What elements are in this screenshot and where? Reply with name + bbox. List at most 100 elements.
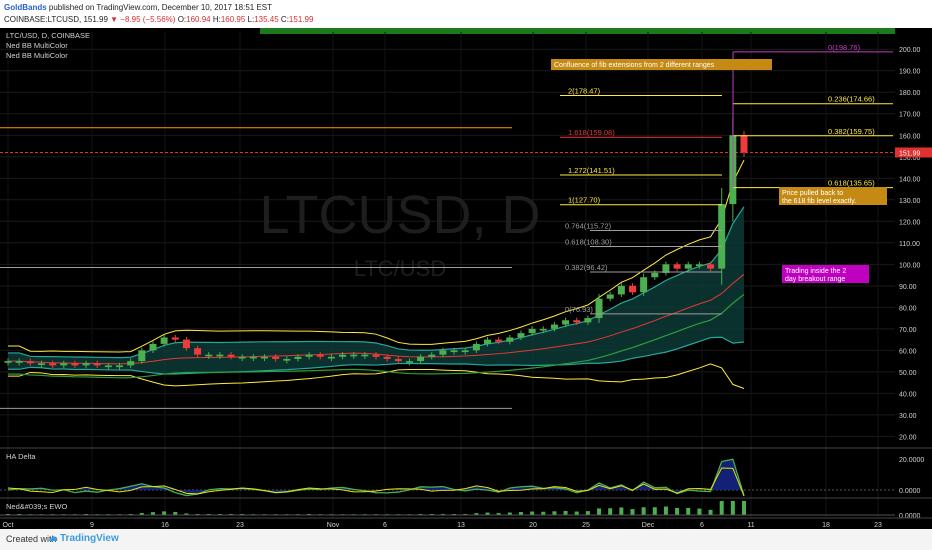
annotation-breakout — [782, 265, 869, 283]
ewo-bar — [597, 508, 602, 515]
chart-legend: LTC/USD, D, COINBASE Ned BB MultiColor N… — [6, 31, 90, 60]
ewo-bar — [552, 511, 557, 515]
candle-body — [138, 350, 146, 362]
delta-pane-title[interactable]: HA Delta — [6, 452, 36, 461]
candles — [4, 118, 748, 370]
high-label: H: — [212, 15, 221, 24]
fib-label: 1.272(141.51) — [568, 166, 615, 175]
candle-body — [82, 363, 90, 366]
price-axis[interactable]: 200.00 190.00 180.00 170.00 160.00 150.00 140.… — [895, 28, 932, 529]
ewo-pane-title[interactable]: Ned&#039;s EWO — [6, 502, 67, 511]
annotation-breakout-text: day breakout range — [785, 276, 845, 283]
candle-body — [361, 354, 369, 357]
tradingview-cloud-icon — [49, 536, 58, 541]
annotation-confluence — [551, 59, 772, 70]
legend-ind2[interactable]: Ned BB MultiColor — [6, 51, 68, 60]
last-price-tag — [895, 147, 932, 158]
ewo-bar — [150, 512, 155, 515]
candle-body — [294, 356, 302, 359]
fib-label: 1.618(159.08) — [568, 128, 615, 137]
ewo-bar — [518, 512, 523, 515]
y-tick-label: 60.00 — [899, 348, 917, 355]
candle-body — [495, 339, 503, 342]
y-tick-label: 80.00 — [899, 305, 917, 312]
ewo-bar — [663, 506, 668, 515]
y-tick-label: 160.00 — [899, 133, 921, 140]
candle-body — [595, 298, 603, 319]
ewo-bar — [585, 511, 590, 515]
watermark-big: LTCUSD, D — [259, 185, 540, 245]
x-tick-label: 23 — [236, 522, 244, 529]
candle-body — [37, 363, 45, 365]
ewo-bar — [719, 501, 724, 515]
candle-body — [93, 363, 101, 366]
x-tick-label: 6 — [383, 522, 387, 529]
close-value: 151.99 — [288, 15, 314, 24]
ewo-bar — [708, 509, 713, 515]
y-tick-label: 140.00 — [899, 176, 921, 183]
delta-line-a — [7, 458, 745, 497]
y-tick-label: 200.00 — [899, 47, 921, 54]
ewo-bar — [563, 510, 568, 515]
fib-label: 0(198.76) — [828, 43, 861, 52]
fib-label: 0.618(108.30) — [565, 237, 612, 246]
chart-area[interactable]: LTCUSD, D LTC/USD 0(198.76) 2(178.47) 0.23… — [0, 28, 932, 529]
bb-inner-fill — [8, 206, 744, 375]
candle-body — [506, 337, 514, 342]
publisher-name[interactable]: GoldBands — [4, 3, 47, 12]
ewo-bar — [474, 513, 479, 515]
x-tick-label: Oct — [3, 522, 14, 529]
open-label: O: — [177, 15, 187, 24]
x-tick-label: 20 — [529, 522, 537, 529]
candle-body — [49, 363, 57, 366]
top-green-strip — [260, 28, 932, 34]
candle-body — [461, 350, 469, 353]
fib-levels: 0(198.76) 2(178.47) 0.236(174.66) 1.618(159… — [560, 43, 893, 315]
candle-body — [15, 361, 23, 363]
candle-body — [260, 356, 268, 359]
candle-body — [227, 354, 235, 357]
ewo-bar — [496, 513, 501, 515]
candle-body — [573, 320, 581, 323]
published-text: published on TradingView.com, December 1… — [48, 3, 273, 12]
grid — [0, 32, 895, 518]
close-label: C: — [280, 15, 289, 24]
x-tick-label: 9 — [90, 522, 94, 529]
candle-body — [684, 264, 692, 269]
x-tick-label: 6 — [700, 522, 704, 529]
candle-body — [149, 343, 157, 351]
candle-body — [472, 343, 480, 351]
candle-body — [71, 363, 79, 366]
chart-svg[interactable]: LTCUSD, D LTC/USD 0(198.76) 2(178.47) 0.23… — [0, 28, 932, 529]
candle-body — [205, 354, 213, 357]
ewo-bar — [730, 501, 735, 515]
open-value: 160.94 — [186, 15, 211, 24]
quote-line: COINBASE:LTCUSD, 151.99 ▼ −8.95 (−5.56%)… — [4, 15, 313, 24]
ewo-bar — [184, 513, 189, 515]
candle-body — [160, 337, 168, 344]
ewo-bar — [574, 511, 579, 515]
ewo-bar — [608, 508, 613, 515]
legend-ind1[interactable]: Ned BB MultiColor — [6, 41, 68, 50]
bb-band-upper — [8, 206, 745, 359]
candle-body — [695, 264, 703, 267]
candle-body — [305, 354, 313, 357]
candle-body — [316, 354, 324, 357]
ewo-bar — [485, 512, 490, 515]
candle-body — [439, 350, 447, 355]
watermark: LTCUSD, D LTC/USD — [259, 185, 540, 281]
annotation-pullback — [779, 187, 887, 205]
time-axis[interactable]: Oct 9 16 23 Nov 6 13 20 25 Dec 6 11 18 23 — [0, 517, 932, 529]
watermark-small: LTC/USD — [354, 256, 447, 281]
candle-body — [194, 348, 202, 355]
ewo-bar — [675, 507, 680, 515]
candle-body — [4, 361, 12, 363]
last-price-tag-label: 151.99 — [899, 150, 921, 157]
ewo-pane: Ned&#039;s EWO 0.0000 — [0, 497, 932, 520]
tradingview-brand[interactable]: TradingView — [60, 533, 119, 544]
ewo-bar — [742, 501, 746, 515]
y-tick-label: 180.00 — [899, 90, 921, 97]
low-value: 135.45 — [254, 15, 279, 24]
candle-body — [339, 354, 347, 357]
candle-body — [216, 354, 224, 357]
